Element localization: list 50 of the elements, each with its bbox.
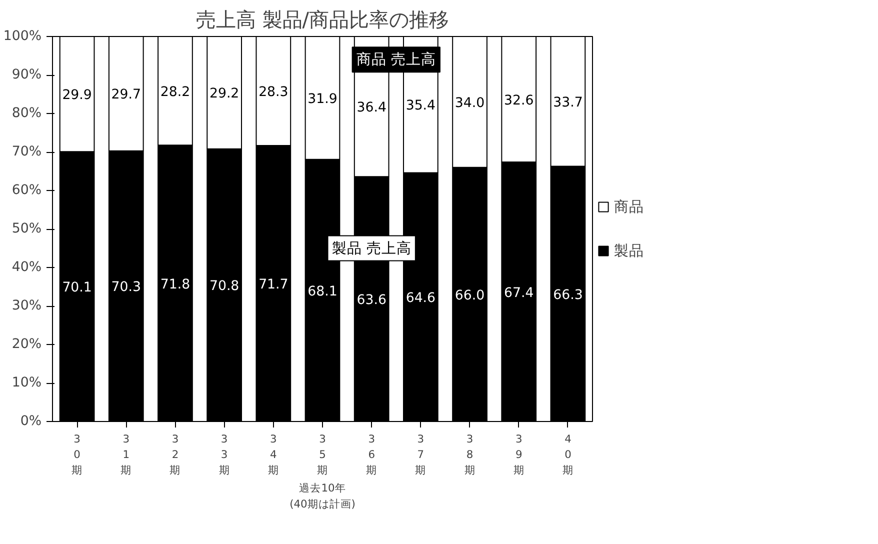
data-label: 67.4 (504, 286, 534, 301)
x-tick-label: 40期 (562, 432, 574, 477)
data-label: 66.0 (454, 288, 485, 304)
x-tick-label: 33期 (218, 432, 230, 477)
annotation: 商品 売上高 (356, 51, 436, 68)
data-label: 68.1 (308, 284, 338, 300)
data-label: 63.6 (356, 293, 386, 308)
y-tick-label: 50% (12, 222, 42, 236)
y-tick-label: 30% (12, 298, 42, 314)
y-tick-label: 40% (12, 260, 42, 275)
x-tick-label: 38期 (464, 432, 476, 477)
y-tick-label: 60% (12, 183, 42, 198)
data-label: 31.9 (308, 92, 338, 107)
x-tick-label: 37期 (415, 432, 426, 477)
data-label: 64.6 (406, 291, 436, 306)
y-tick-label: 80% (12, 106, 42, 121)
x-axis-title: 過去10年 (40期は計画) (290, 482, 356, 510)
data-label: 29.7 (111, 88, 141, 103)
data-label: 29.9 (62, 88, 92, 104)
data-label: 70.1 (62, 280, 92, 296)
legend-label: 商品 (614, 197, 644, 216)
data-label: 32.6 (504, 93, 534, 108)
y-tick-label: 10% (12, 376, 42, 390)
data-label: 28.2 (160, 84, 190, 100)
y-tick-label: 0% (20, 414, 42, 429)
y-tick-label: 70% (12, 144, 42, 160)
data-label: 34.0 (454, 96, 485, 111)
y-tick-label: 100% (3, 29, 42, 44)
data-label: 28.3 (258, 84, 288, 100)
chart-title: 売上高 製品/商品比率の推移 (196, 8, 450, 32)
data-label: 71.7 (258, 277, 288, 292)
data-label: 35.4 (406, 98, 436, 114)
x-tick-label: 34期 (268, 432, 279, 477)
data-label: 33.7 (553, 95, 583, 110)
x-tick-label: 36期 (366, 432, 378, 477)
x-tick-label: 32期 (170, 432, 181, 477)
x-tick-label: 30期 (72, 432, 83, 477)
data-label: 29.2 (209, 86, 240, 102)
y-tick-label: 90% (12, 68, 42, 82)
x-tick-label: 35期 (317, 432, 328, 477)
legend-label: 製品 (614, 241, 644, 260)
x-tick-label: 39期 (513, 432, 524, 477)
data-label: 70.3 (111, 280, 141, 296)
annotation: 製品 売上高 (332, 240, 412, 257)
x-tick-label: 31期 (120, 432, 132, 477)
data-label: 71.8 (160, 277, 190, 292)
y-tick-label: 20% (12, 337, 42, 352)
data-label: 66.3 (553, 288, 583, 303)
data-label: 36.4 (356, 100, 386, 116)
data-label: 70.8 (209, 279, 240, 294)
